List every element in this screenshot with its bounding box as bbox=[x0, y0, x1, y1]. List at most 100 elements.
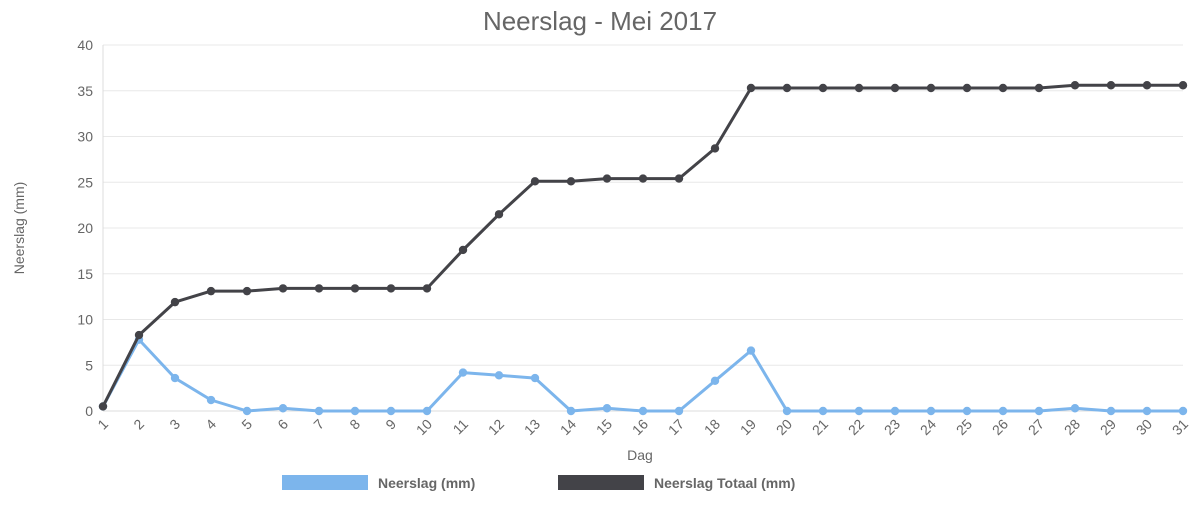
data-point bbox=[206, 395, 216, 405]
data-point bbox=[1142, 406, 1152, 416]
x-tick-label: 3 bbox=[166, 416, 183, 433]
data-point bbox=[422, 284, 432, 293]
data-point bbox=[170, 297, 180, 307]
x-tick-label: 15 bbox=[593, 416, 615, 438]
data-point bbox=[818, 83, 828, 93]
legend-label: Neerslag (mm) bbox=[378, 475, 475, 491]
data-point bbox=[386, 284, 396, 293]
data-point bbox=[242, 286, 252, 296]
data-point bbox=[782, 406, 792, 416]
data-point bbox=[1178, 81, 1188, 90]
data-point bbox=[386, 406, 396, 416]
x-tick-label: 21 bbox=[809, 416, 831, 438]
y-axis-ticks: 0 5 10 15 20 25 30 35 40 bbox=[77, 37, 93, 419]
data-point bbox=[422, 406, 432, 416]
x-tick-label: 29 bbox=[1097, 416, 1119, 438]
x-axis-label: Dag bbox=[627, 447, 653, 463]
data-point bbox=[998, 406, 1008, 416]
data-point bbox=[638, 174, 648, 183]
data-point bbox=[242, 406, 252, 416]
data-point bbox=[350, 284, 360, 293]
data-point bbox=[890, 83, 900, 93]
data-point bbox=[134, 330, 144, 340]
y-tick-label: 35 bbox=[77, 83, 93, 99]
data-point bbox=[962, 83, 972, 93]
x-tick-label: 11 bbox=[450, 416, 472, 438]
x-tick-label: 28 bbox=[1061, 416, 1083, 438]
y-tick-label: 25 bbox=[77, 174, 93, 190]
x-tick-label: 1 bbox=[94, 416, 111, 433]
data-point bbox=[710, 376, 720, 386]
data-point bbox=[278, 404, 288, 413]
data-point bbox=[1070, 404, 1080, 413]
x-tick-label: 18 bbox=[701, 416, 723, 438]
data-point bbox=[1034, 406, 1044, 416]
x-tick-label: 26 bbox=[989, 416, 1011, 438]
legend-item[interactable]: Neerslag (mm) bbox=[282, 475, 475, 491]
data-point bbox=[710, 144, 720, 153]
x-tick-label: 13 bbox=[521, 416, 543, 438]
data-point bbox=[638, 406, 648, 416]
data-point bbox=[926, 83, 936, 93]
y-tick-label: 20 bbox=[77, 220, 93, 236]
data-point bbox=[854, 406, 864, 416]
x-tick-label: 14 bbox=[557, 416, 579, 438]
legend: Neerslag (mm) Neerslag Totaal (mm) bbox=[282, 475, 795, 491]
x-tick-label: 22 bbox=[845, 416, 867, 438]
data-point bbox=[314, 284, 324, 293]
x-tick-label: 2 bbox=[130, 416, 147, 433]
x-tick-label: 6 bbox=[274, 416, 291, 433]
data-point bbox=[854, 83, 864, 93]
series-layer bbox=[98, 81, 1188, 416]
legend-swatch bbox=[282, 475, 368, 490]
x-tick-label: 17 bbox=[665, 416, 687, 438]
y-tick-label: 0 bbox=[85, 403, 93, 419]
x-tick-label: 24 bbox=[917, 416, 939, 438]
data-point bbox=[458, 245, 468, 255]
data-point bbox=[1106, 406, 1116, 416]
legend-item[interactable]: Neerslag Totaal (mm) bbox=[558, 475, 795, 491]
data-point bbox=[602, 404, 612, 413]
x-tick-label: 7 bbox=[310, 416, 327, 433]
gridlines bbox=[102, 44, 1183, 412]
data-point bbox=[674, 406, 684, 416]
data-point bbox=[494, 210, 504, 219]
series-line bbox=[101, 338, 1185, 413]
data-point bbox=[206, 286, 216, 296]
x-tick-label: 9 bbox=[382, 416, 399, 433]
y-tick-label: 15 bbox=[77, 266, 93, 282]
x-tick-label: 8 bbox=[346, 416, 363, 433]
data-point bbox=[890, 406, 900, 416]
x-tick-label: 4 bbox=[202, 416, 219, 433]
series-1 bbox=[98, 335, 1188, 416]
data-point bbox=[962, 406, 972, 416]
data-point bbox=[530, 373, 540, 383]
y-axis-label: Neerslag (mm) bbox=[11, 182, 27, 275]
legend-label: Neerslag Totaal (mm) bbox=[654, 475, 795, 491]
x-tick-label: 19 bbox=[737, 416, 759, 438]
data-point bbox=[746, 346, 756, 355]
data-point bbox=[566, 406, 576, 416]
series-line bbox=[101, 83, 1185, 408]
y-tick-label: 5 bbox=[85, 357, 93, 373]
data-point bbox=[782, 83, 792, 93]
legend-swatch bbox=[558, 475, 644, 490]
data-point bbox=[278, 284, 288, 293]
x-tick-label: 27 bbox=[1025, 416, 1047, 438]
x-tick-label: 20 bbox=[773, 416, 795, 438]
y-tick-label: 40 bbox=[77, 37, 93, 53]
x-tick-label: 30 bbox=[1133, 416, 1155, 438]
x-tick-label: 25 bbox=[953, 416, 975, 438]
data-point bbox=[926, 406, 936, 416]
x-tick-label: 10 bbox=[413, 416, 435, 438]
series-2 bbox=[98, 81, 1188, 411]
data-point bbox=[602, 174, 612, 183]
data-point bbox=[494, 371, 504, 380]
y-tick-label: 30 bbox=[77, 129, 93, 145]
x-tick-label: 23 bbox=[881, 416, 903, 438]
data-point bbox=[1178, 406, 1188, 416]
data-point bbox=[1106, 81, 1116, 90]
x-tick-label: 12 bbox=[485, 416, 507, 438]
